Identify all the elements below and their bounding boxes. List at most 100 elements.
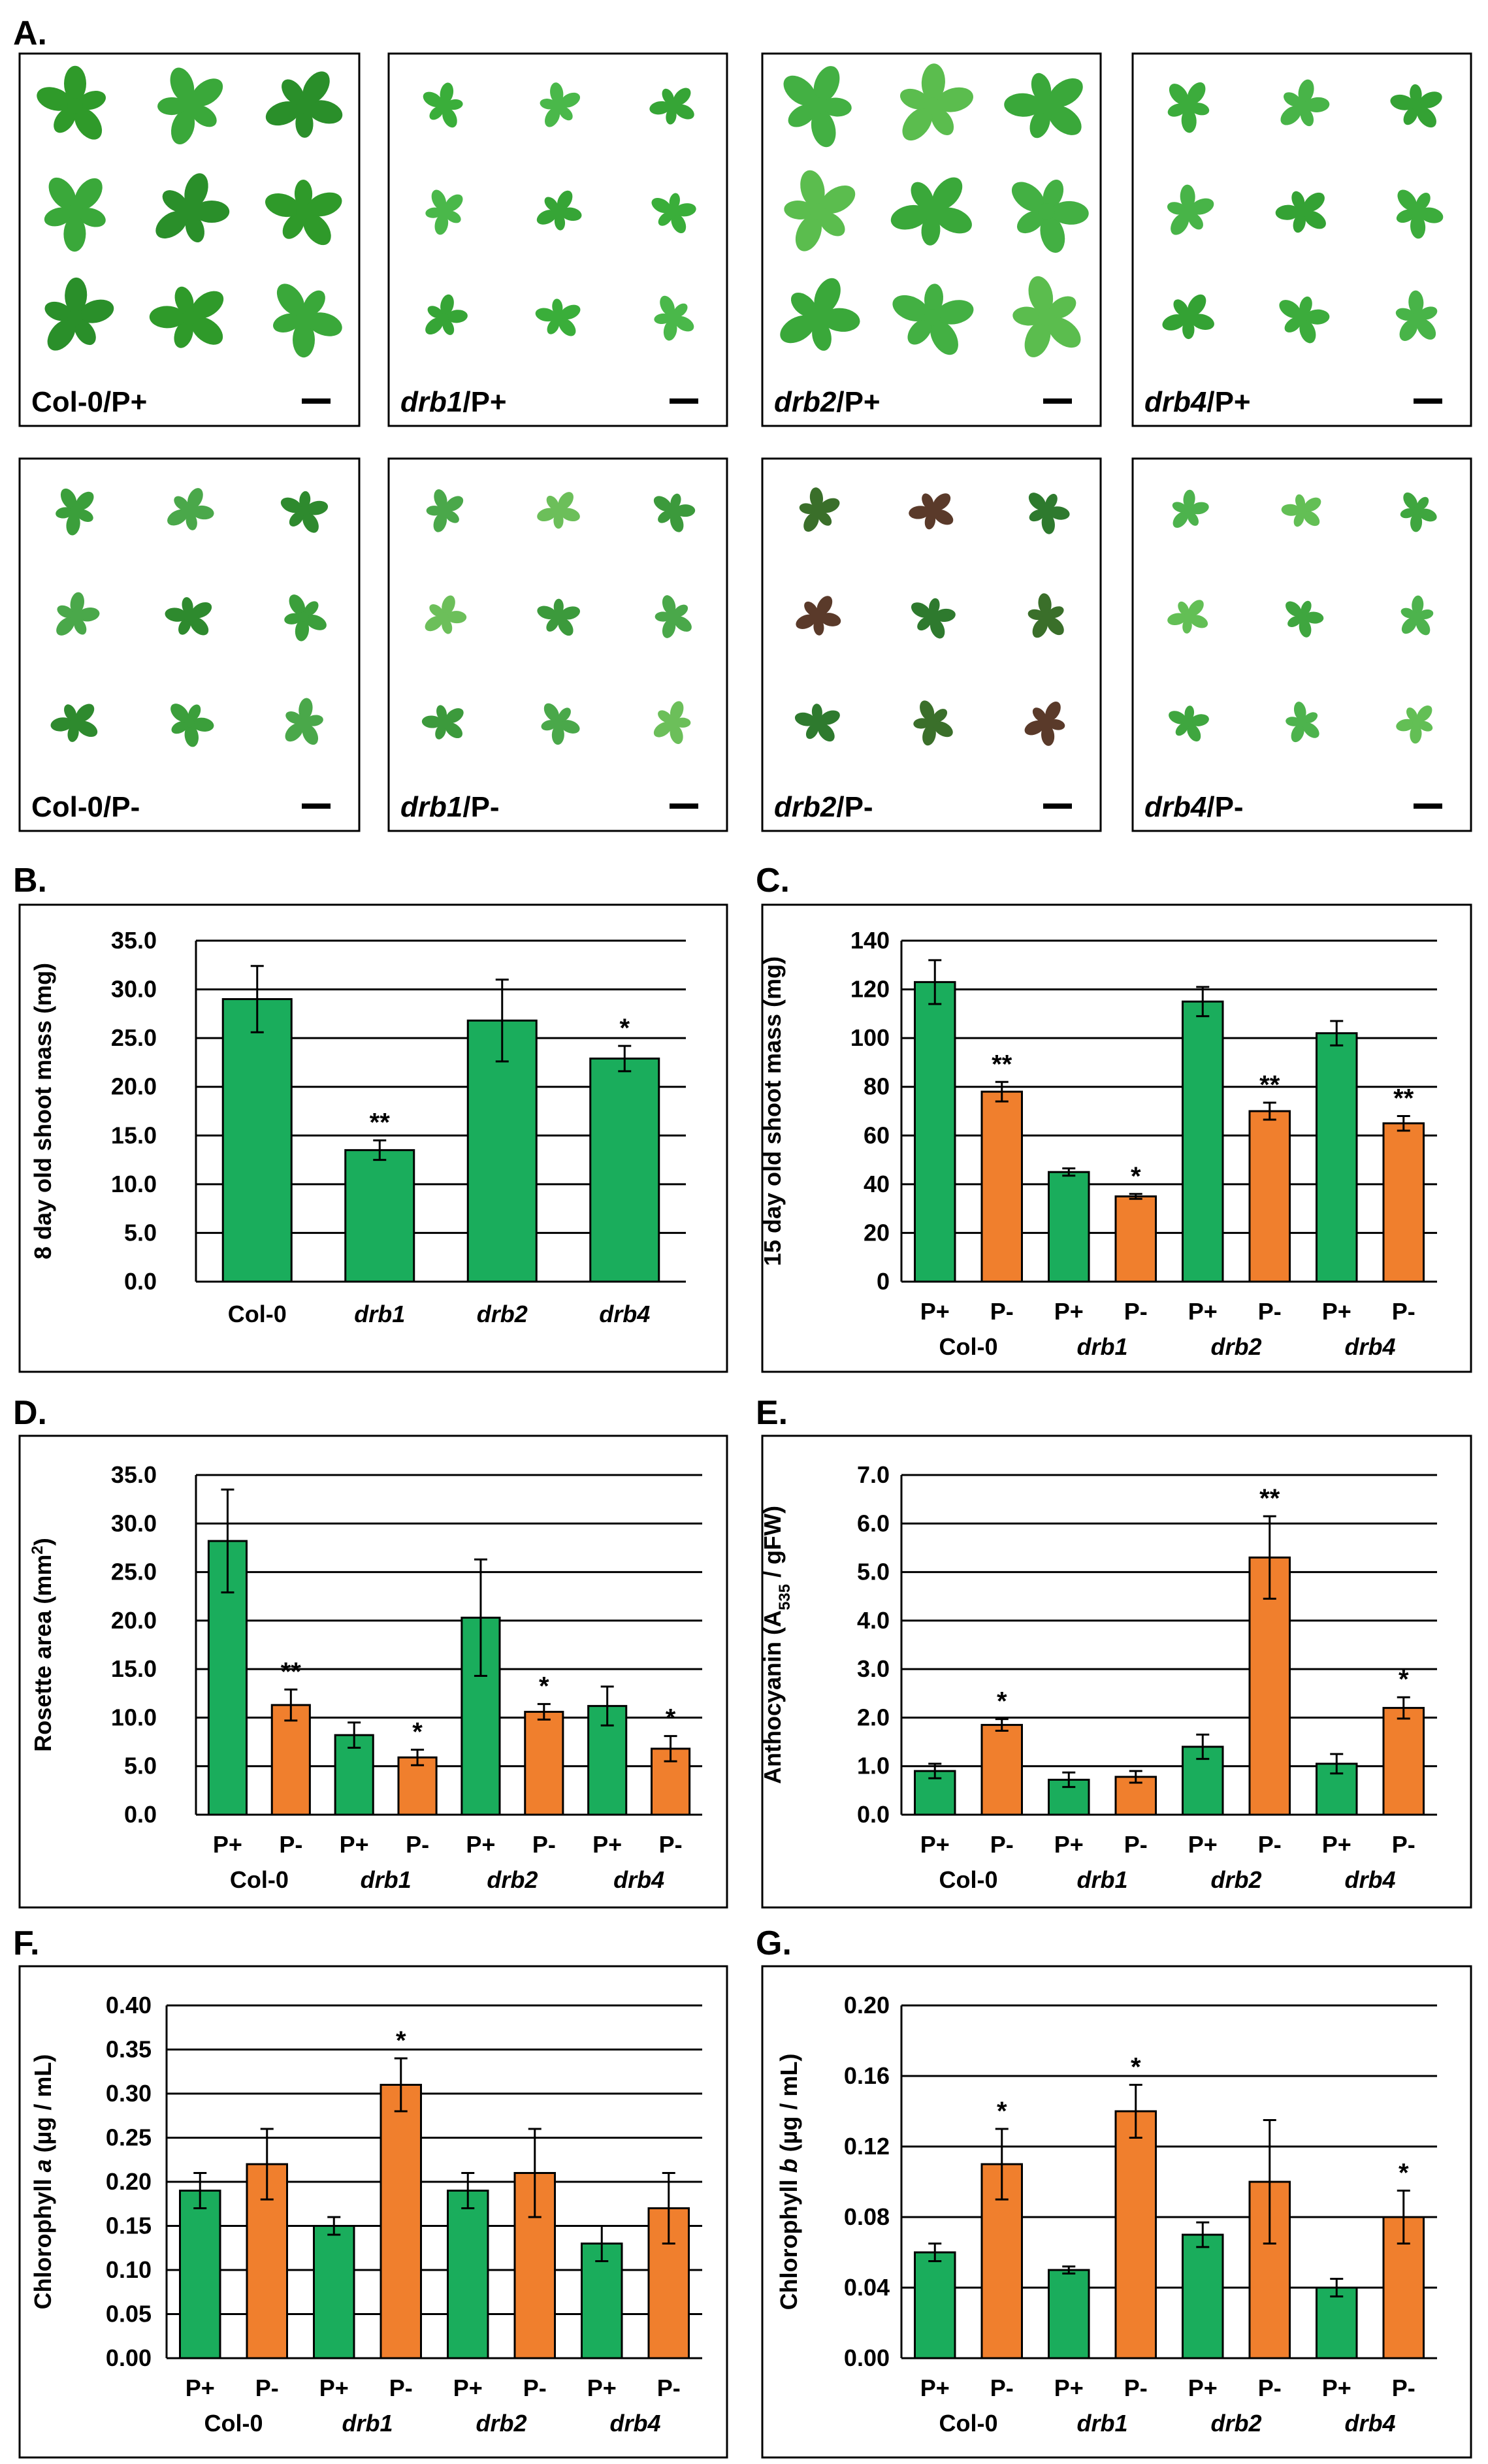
x-group-label: drb2 bbox=[487, 1866, 538, 1893]
seedling-center bbox=[1411, 312, 1423, 323]
x-treatment-label: P- bbox=[1258, 2375, 1282, 2401]
seedling-leaf bbox=[73, 618, 87, 635]
seedling-leaf bbox=[1016, 210, 1044, 234]
seedling-leaf bbox=[822, 308, 860, 332]
seedling-leaf bbox=[811, 110, 836, 148]
x-group-label: Col-0 bbox=[230, 1866, 289, 1893]
seedling-leaf bbox=[560, 92, 581, 108]
seedling-center bbox=[1038, 203, 1055, 220]
x-treatment-label: P+ bbox=[453, 2375, 483, 2401]
seedling-leaf bbox=[1283, 92, 1301, 107]
seedling-leaf bbox=[658, 510, 672, 523]
panel-letter-b: B. bbox=[13, 862, 47, 900]
photo-label-condition: /P- bbox=[1206, 791, 1243, 823]
seedling bbox=[56, 592, 100, 636]
photo-label-genotype: drb4 bbox=[1144, 386, 1206, 418]
seedling-leaf bbox=[805, 723, 819, 739]
seedling-center bbox=[668, 506, 677, 515]
x-group-label: drb4 bbox=[1344, 1333, 1395, 1360]
seedling-leaf bbox=[1172, 502, 1187, 513]
seedling-leaf bbox=[445, 510, 459, 523]
seedling-leaf bbox=[1187, 724, 1201, 742]
seedling-center bbox=[67, 98, 83, 114]
seedling-leaf bbox=[811, 704, 822, 721]
seedling-leaf bbox=[546, 617, 559, 632]
x-treatment-label: P+ bbox=[466, 1831, 495, 1858]
scale-bar bbox=[1414, 398, 1442, 404]
significance-marker: * bbox=[1399, 2159, 1409, 2188]
bar bbox=[914, 2251, 956, 2359]
seedling-leaf bbox=[1303, 722, 1319, 738]
seedling-leaf bbox=[1187, 82, 1206, 105]
seedling-leaf bbox=[800, 170, 825, 208]
seedling bbox=[1390, 84, 1442, 128]
seedling bbox=[155, 173, 230, 242]
x-treatment-label: P- bbox=[1392, 1831, 1415, 1858]
seedling-leaf bbox=[265, 101, 300, 126]
seedling-leaf bbox=[933, 709, 948, 722]
seedling-leaf bbox=[440, 82, 454, 104]
seedling-leaf bbox=[1167, 613, 1186, 626]
seedling-center bbox=[1297, 100, 1308, 112]
y-tick-label: 0.35 bbox=[106, 2036, 152, 2063]
seedling-leaf bbox=[934, 608, 956, 622]
photo-box-4: drb4/P+ bbox=[1131, 52, 1472, 427]
x-treatment-label: P+ bbox=[1054, 1298, 1084, 1325]
seedling-leaf bbox=[446, 310, 468, 323]
seedling-leaf bbox=[1051, 201, 1089, 225]
seedling-leaf bbox=[911, 182, 934, 210]
seedling-leaf bbox=[1173, 299, 1189, 317]
seedling bbox=[167, 488, 214, 530]
seedling-leaf bbox=[165, 608, 187, 622]
seedling-center bbox=[1182, 312, 1194, 323]
bar bbox=[1048, 2269, 1090, 2359]
seedling bbox=[784, 170, 856, 251]
seedling bbox=[421, 705, 464, 739]
seedling bbox=[284, 594, 327, 641]
y-tick-label: 0.12 bbox=[844, 2133, 890, 2160]
seedling-leaf bbox=[70, 592, 84, 614]
x-treatment-label: P+ bbox=[213, 1831, 242, 1858]
seedling-leaf bbox=[892, 295, 929, 321]
y-axis-title: Chlorophyll a (µg / mL) bbox=[29, 2054, 56, 2310]
seedling-leaf bbox=[191, 291, 224, 319]
seedling bbox=[157, 67, 223, 144]
seedling-leaf bbox=[50, 717, 73, 732]
y-tick-label: 0.00 bbox=[106, 2344, 152, 2371]
seedling-leaf bbox=[191, 105, 217, 127]
photo-box-6: drb1/P- bbox=[387, 457, 728, 832]
seedling-leaf bbox=[560, 720, 580, 734]
seedling-leaf bbox=[924, 284, 943, 314]
bar bbox=[397, 1756, 438, 1816]
bar bbox=[447, 2190, 489, 2359]
seedling-leaf bbox=[192, 717, 214, 732]
seedling-leaf bbox=[171, 721, 188, 734]
significance-marker: * bbox=[1131, 1162, 1141, 1191]
seedling-leaf bbox=[182, 597, 193, 615]
seedling-leaf bbox=[909, 506, 930, 519]
seedling-leaf bbox=[662, 595, 676, 615]
seedling-leaf bbox=[1041, 513, 1055, 534]
seedling-leaf bbox=[1180, 184, 1195, 209]
significance-marker: * bbox=[1399, 1665, 1409, 1694]
seedling bbox=[44, 177, 106, 252]
x-group-label: drb2 bbox=[1210, 1333, 1261, 1360]
seedling-leaf bbox=[446, 99, 463, 110]
chart-f: F. 0.00 0.05 0.10 0.15 0.20 0.25 0.30 0.35 0.40 Ch… bbox=[13, 1924, 728, 2459]
seedling-leaf bbox=[63, 216, 86, 252]
seedling-leaf bbox=[1416, 496, 1429, 510]
seedling-leaf bbox=[1419, 91, 1442, 108]
panel-letter-d: D. bbox=[13, 1394, 47, 1432]
seedling-leaf bbox=[929, 598, 940, 615]
seedling-leaf bbox=[273, 313, 301, 332]
y-tick-label: 30.0 bbox=[111, 1510, 157, 1536]
x-treatment-label: P- bbox=[1258, 1298, 1282, 1325]
x-treatment-label: P- bbox=[990, 1298, 1014, 1325]
seedling-leaf bbox=[295, 619, 310, 641]
x-treatment-label: P- bbox=[659, 1831, 683, 1858]
y-tick-label: 0.0 bbox=[124, 1268, 157, 1295]
seedling-leaf bbox=[302, 724, 319, 745]
seedling-center bbox=[1184, 612, 1193, 621]
seedling-leaf bbox=[669, 193, 680, 210]
seedling-leaf bbox=[1012, 306, 1043, 326]
